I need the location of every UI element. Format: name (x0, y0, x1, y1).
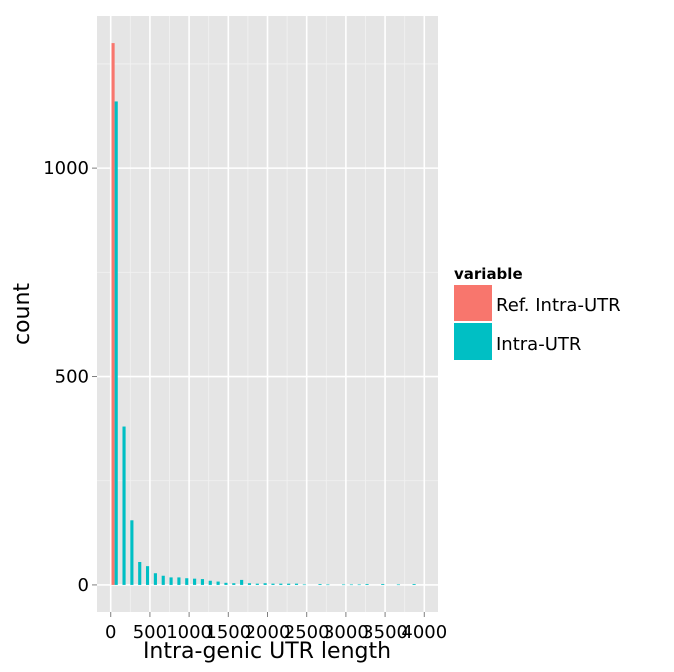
y-axis-title: count (10, 283, 35, 345)
bar-intra-utr (326, 584, 330, 586)
bar-intra-utr (208, 580, 212, 585)
bar-intra-utr (287, 583, 291, 585)
bar-intra-utr (247, 583, 252, 585)
y-tick-label: 500 (55, 367, 89, 388)
legend: variable Ref. Intra-UTR Intra-UTR (454, 265, 621, 360)
bar-intra-utr (412, 584, 416, 585)
bar-intra-utr (341, 584, 346, 586)
legend-label-intra-utr: Intra-UTR (496, 334, 581, 355)
x-axis-title: Intra-genic UTR length (143, 639, 391, 664)
bar-intra-utr (255, 583, 259, 585)
bar-intra-utr (200, 579, 205, 585)
bar-intra-utr (302, 584, 306, 586)
bar-intra-utr (224, 582, 228, 585)
x-tick-label: 3500 (362, 622, 408, 643)
bar-intra-utr (232, 583, 236, 585)
y-tick-label: 0 (78, 575, 89, 596)
bar-intra-utr (263, 583, 267, 585)
y-tick-label: 1000 (43, 158, 89, 179)
bar-intra-utr (177, 577, 181, 585)
legend-key-intra-utr (454, 323, 492, 360)
bar-intra-utr (130, 520, 134, 585)
bar-intra-utr (271, 583, 275, 585)
bar-intra-utr (240, 579, 244, 585)
legend-label-ref-intra-utr: Ref. Intra-UTR (496, 295, 621, 316)
bar-intra-utr (365, 584, 369, 585)
bar-intra-utr (279, 583, 283, 585)
bar-intra-utr (185, 578, 189, 585)
bar-intra-utr (381, 584, 385, 585)
x-tick-label: 4000 (401, 622, 447, 643)
x-tick-label: 2500 (284, 622, 330, 643)
bar-intra-utr (357, 584, 361, 586)
bar-ref-intra-utr (111, 43, 115, 585)
y-axis-ticks: 0 500 1000 (43, 158, 97, 596)
legend-title: variable (454, 265, 523, 283)
bar-intra-utr (161, 575, 165, 585)
bar-intra-utr (114, 101, 118, 585)
bar-intra-utr (216, 581, 220, 585)
bar-intra-utr (349, 584, 353, 586)
bar-intra-utr (193, 578, 197, 585)
x-tick-label: 3000 (323, 622, 369, 643)
bar-intra-utr (169, 577, 173, 585)
bar-intra-utr (294, 583, 299, 585)
x-tick-label: 1500 (205, 622, 251, 643)
bars (111, 43, 416, 586)
x-tick-label: 500 (133, 622, 167, 643)
x-tick-label: 2000 (245, 622, 291, 643)
bar-intra-utr (145, 566, 150, 585)
bar-intra-utr (318, 584, 322, 585)
legend-key-ref-intra-utr (454, 285, 492, 321)
major-gridlines (97, 16, 438, 612)
x-tick-label: 1000 (166, 622, 212, 643)
bar-intra-utr (122, 426, 126, 585)
bar-intra-utr (396, 584, 400, 586)
bar-intra-utr (153, 573, 157, 585)
x-tick-label: 0 (105, 622, 116, 643)
bar-intra-utr (138, 561, 142, 585)
